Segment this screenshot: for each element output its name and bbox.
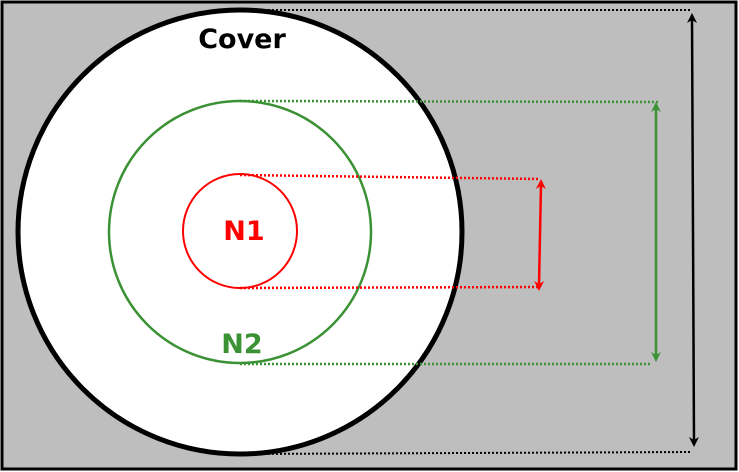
cover-bottom-guide (239, 451, 693, 455)
n1-label: N1 (223, 216, 264, 247)
n1-diameter-arrow (534, 179, 546, 291)
n2-top-guide (239, 99, 659, 104)
n2-label: N2 (221, 329, 262, 360)
cover-label: Cover (198, 24, 286, 55)
cover-diameter-arrow (687, 13, 699, 447)
